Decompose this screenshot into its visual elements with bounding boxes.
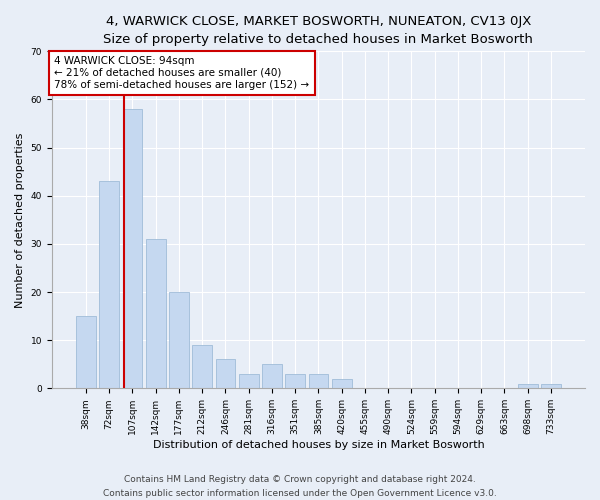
Bar [146, 239, 166, 388]
Text: 4 WARWICK CLOSE: 94sqm
← 21% of detached houses are smaller (40)
78% of semi-det: 4 WARWICK CLOSE: 94sqm ← 21% of detached… [55, 56, 310, 90]
Y-axis label: Number of detached properties: Number of detached properties [15, 132, 25, 308]
Title: 4, WARWICK CLOSE, MARKET BOSWORTH, NUNEATON, CV13 0JX
Size of property relative : 4, WARWICK CLOSE, MARKET BOSWORTH, NUNEA… [103, 15, 533, 46]
Text: Contains HM Land Registry data © Crown copyright and database right 2024.
Contai: Contains HM Land Registry data © Crown c… [103, 476, 497, 498]
Bar [192, 345, 212, 389]
Bar [518, 384, 538, 388]
Bar [308, 374, 328, 388]
Bar [76, 316, 96, 388]
Bar [169, 292, 189, 388]
Bar [122, 109, 142, 388]
Bar [541, 384, 561, 388]
Bar [239, 374, 259, 388]
Bar [332, 378, 352, 388]
Bar [215, 360, 235, 388]
Bar [285, 374, 305, 388]
Bar [262, 364, 282, 388]
Bar [99, 182, 119, 388]
X-axis label: Distribution of detached houses by size in Market Bosworth: Distribution of detached houses by size … [152, 440, 484, 450]
